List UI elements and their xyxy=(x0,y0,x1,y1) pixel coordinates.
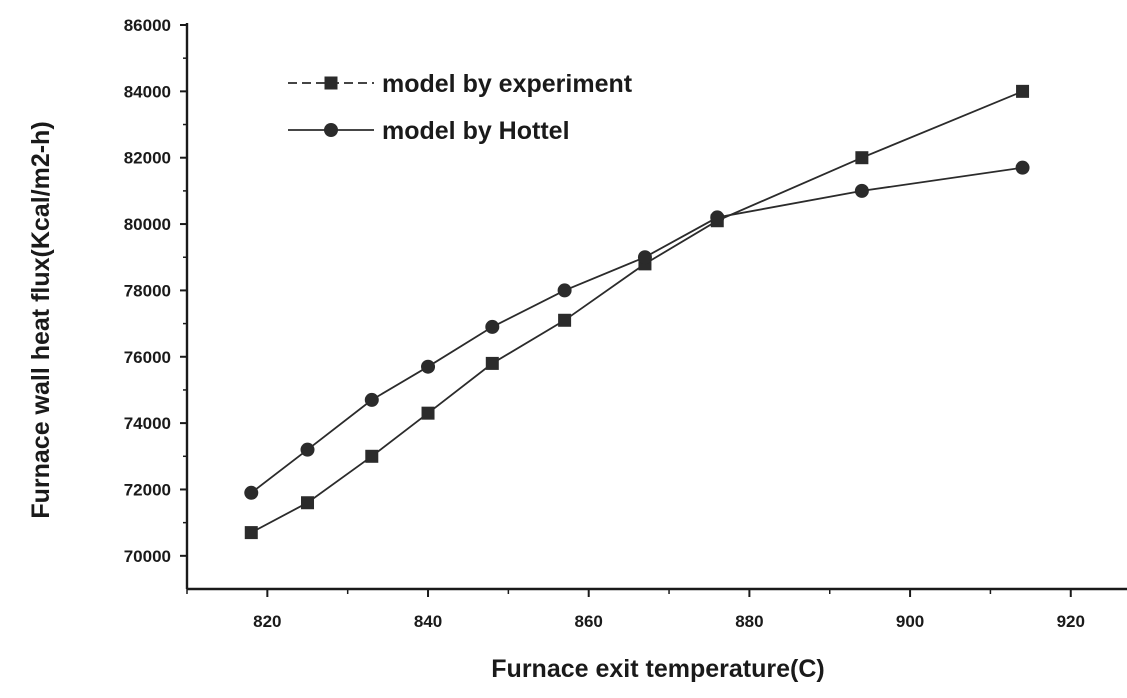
circle-point xyxy=(300,442,315,457)
x-tick-label: 900 xyxy=(896,612,924,631)
y-tick-label: 76000 xyxy=(124,348,171,367)
legend-circle-marker xyxy=(324,123,338,137)
series-1 xyxy=(244,84,1030,540)
y-tick-label: 78000 xyxy=(124,281,171,300)
circle-point xyxy=(485,319,500,334)
x-tick-label: 840 xyxy=(414,612,442,631)
square-point xyxy=(301,496,315,510)
circle-point xyxy=(710,210,725,225)
legend-square-marker xyxy=(324,76,338,90)
series-line xyxy=(250,166,1023,494)
circle-point xyxy=(854,183,869,198)
series-2 xyxy=(244,160,1030,500)
square-point xyxy=(365,449,379,463)
circle-point xyxy=(364,392,379,407)
y-tick-label: 70000 xyxy=(124,547,171,566)
circle-point xyxy=(557,283,572,298)
circle-point xyxy=(1015,160,1030,175)
y-tick-label: 80000 xyxy=(124,215,171,234)
y-tick-label: 86000 xyxy=(124,16,171,35)
x-tick-label: 860 xyxy=(575,612,603,631)
square-point xyxy=(558,313,572,327)
y-tick-label: 84000 xyxy=(124,82,171,101)
x-axis-title: Furnace exit temperature(C) xyxy=(491,655,824,683)
square-point xyxy=(421,406,435,420)
square-point xyxy=(485,356,499,370)
legend: model by experiment model by Hottel xyxy=(288,70,633,145)
y-tick-label: 82000 xyxy=(124,149,171,168)
axes xyxy=(185,23,1127,591)
circle-point xyxy=(421,359,436,374)
series-line xyxy=(250,90,1023,534)
circle-point xyxy=(637,250,652,265)
y-tick-label: 74000 xyxy=(124,414,171,433)
x-tick-label: 920 xyxy=(1057,612,1085,631)
x-tick-label: 880 xyxy=(735,612,763,631)
ticks: 70000 72000 74000 76000 78000 80000 82000 84000… xyxy=(124,16,1085,631)
square-point xyxy=(1016,84,1030,98)
square-point xyxy=(855,151,869,165)
y-axis-title: Furnace wall heat flux(Kcal/m2-h) xyxy=(27,121,55,518)
circle-point xyxy=(244,485,259,500)
legend-label: model by Hottel xyxy=(382,117,570,145)
legend-label: model by experiment xyxy=(382,70,633,98)
series-layer xyxy=(244,84,1030,540)
x-tick-label: 820 xyxy=(253,612,281,631)
square-point xyxy=(244,526,258,540)
y-tick-label: 72000 xyxy=(124,480,171,499)
